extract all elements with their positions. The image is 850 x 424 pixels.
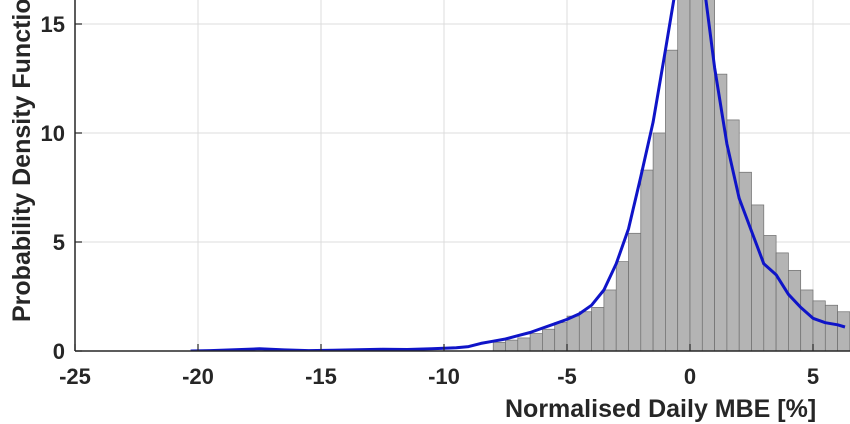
axes xyxy=(74,0,850,352)
y-tick-label-2: 10 xyxy=(41,121,65,146)
histogram-bar-9 xyxy=(603,289,617,351)
histogram-bar-24 xyxy=(788,269,802,351)
histogram-bar-22 xyxy=(763,235,777,351)
histogram-bar-4 xyxy=(542,328,556,351)
histogram-bar-28 xyxy=(837,311,850,351)
histogram-bar-10 xyxy=(615,261,629,351)
histogram-bar-6 xyxy=(566,315,580,351)
x-tick-label-3: -10 xyxy=(428,364,460,389)
histogram-bar-15 xyxy=(677,0,691,351)
x-axis-label: Normalised Daily MBE [%] xyxy=(505,395,816,423)
tick-labels: -25 -20 -15 -10 -5 0 5 0 5 10 15 xyxy=(41,12,820,389)
x-tick-label-0: -25 xyxy=(59,364,91,389)
histogram-bar-21 xyxy=(751,204,765,351)
histogram-bar-18 xyxy=(714,73,728,351)
y-tick-label-3: 15 xyxy=(41,12,65,37)
histogram-bar-5 xyxy=(554,322,568,351)
x-tick-label-5: 0 xyxy=(684,364,696,389)
histogram-bar-8 xyxy=(591,307,605,351)
y-tick-label-1: 5 xyxy=(53,230,65,255)
histogram-bar-14 xyxy=(665,49,679,351)
histogram-bar-25 xyxy=(800,289,814,351)
histogram-bar-23 xyxy=(775,252,789,351)
histogram-bar-3 xyxy=(529,333,543,351)
histogram-bar-16 xyxy=(689,0,703,351)
y-axis-label: Probability Density Function xyxy=(8,0,36,322)
histogram-bar-0 xyxy=(492,341,506,351)
histogram-bar-2 xyxy=(517,337,531,351)
histogram-bar-13 xyxy=(652,132,666,351)
histogram-bar-7 xyxy=(578,311,592,351)
histogram-bar-12 xyxy=(640,169,654,351)
histogram-bar-27 xyxy=(824,304,838,351)
x-tick-label-2: -15 xyxy=(305,364,337,389)
histogram-bar-1 xyxy=(505,339,519,351)
y-tick-label-0: 0 xyxy=(53,339,65,364)
pdf-curve-0 xyxy=(190,0,846,351)
x-tick-label-1: -20 xyxy=(182,364,214,389)
x-tick-label-6: 5 xyxy=(807,364,819,389)
histogram-bar-11 xyxy=(628,232,642,351)
x-tick-label-4: -5 xyxy=(557,364,577,389)
histogram-bars xyxy=(492,0,850,351)
histogram-bar-26 xyxy=(812,300,826,351)
pdf-curve-layer xyxy=(190,0,846,351)
